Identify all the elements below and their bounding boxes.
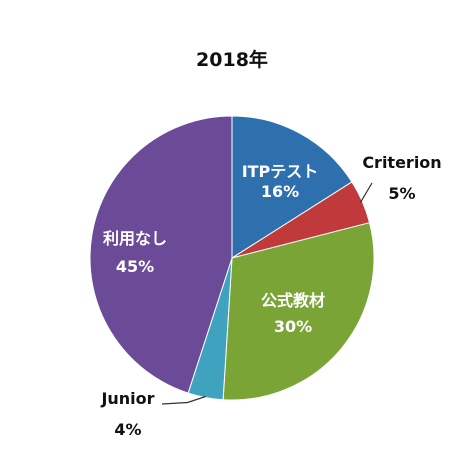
slice-label-no-use: 利用なし xyxy=(103,229,167,248)
slice-itp-test xyxy=(231,115,353,259)
slice-no-use xyxy=(89,115,233,394)
pie-slices xyxy=(89,115,375,401)
chart-title: 2018年 xyxy=(196,48,268,71)
leader-line-criterion xyxy=(359,182,373,203)
slice-label-itp-test: ITPテスト xyxy=(242,162,319,181)
slice-label-junior: Junior xyxy=(100,389,154,408)
slice-value-criterion: 5% xyxy=(388,184,415,203)
slice-value-junior: 4% xyxy=(114,420,141,439)
slice-official-materials xyxy=(222,222,375,401)
slice-value-no-use: 45% xyxy=(116,257,154,276)
slice-value-official-materials: 30% xyxy=(274,317,312,336)
leader-lines xyxy=(161,182,373,405)
slice-label-criterion: Criterion xyxy=(362,153,441,172)
slice-value-itp-test: 16% xyxy=(261,182,299,201)
slice-label-official-materials: 公式教材 xyxy=(261,291,325,310)
leader-line-junior xyxy=(161,395,206,405)
